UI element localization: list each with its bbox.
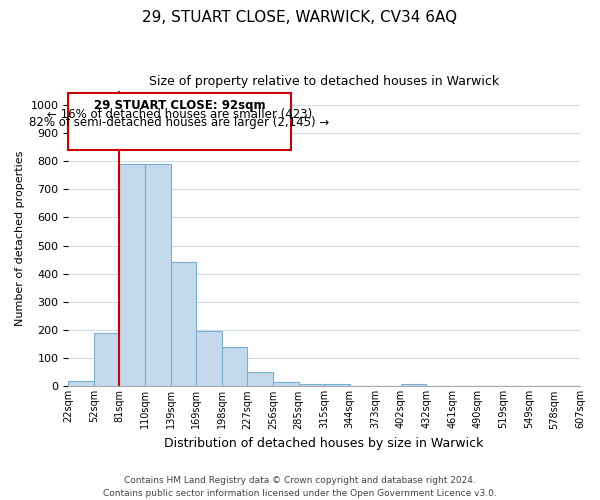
Title: Size of property relative to detached houses in Warwick: Size of property relative to detached ho… (149, 75, 499, 88)
Bar (247, 372, 273, 386)
Text: 29, STUART CLOSE, WARWICK, CV34 6AQ: 29, STUART CLOSE, WARWICK, CV34 6AQ (142, 10, 458, 25)
Y-axis label: Number of detached properties: Number of detached properties (15, 151, 25, 326)
Bar (299, 384, 324, 386)
Bar (273, 382, 299, 386)
FancyBboxPatch shape (68, 94, 291, 150)
Text: Contains HM Land Registry data © Crown copyright and database right 2024.
Contai: Contains HM Land Registry data © Crown c… (103, 476, 497, 498)
Bar (196, 332, 222, 386)
Text: 82% of semi-detached houses are larger (2,145) →: 82% of semi-detached houses are larger (… (29, 116, 330, 130)
Text: ← 16% of detached houses are smaller (423): ← 16% of detached houses are smaller (42… (47, 108, 312, 121)
Bar (170, 262, 196, 386)
Text: 29 STUART CLOSE: 92sqm: 29 STUART CLOSE: 92sqm (94, 99, 265, 112)
Bar (94, 333, 119, 386)
Bar (145, 164, 170, 386)
Bar (119, 164, 145, 386)
Bar (68, 381, 94, 386)
Bar (222, 347, 247, 387)
Bar (324, 384, 350, 386)
X-axis label: Distribution of detached houses by size in Warwick: Distribution of detached houses by size … (164, 437, 484, 450)
Bar (401, 384, 427, 386)
